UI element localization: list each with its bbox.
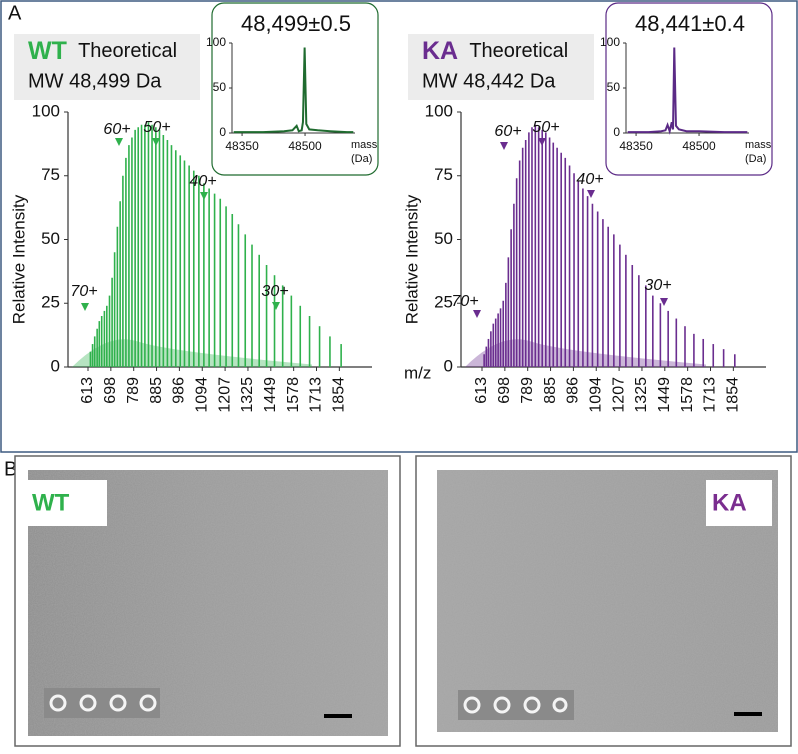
y-tick-label: 100 [425, 101, 453, 120]
scale-bar [734, 712, 762, 716]
y-tick-label: 0 [51, 356, 60, 375]
charge-arrow [152, 138, 160, 146]
x-tick-label: 1325 [239, 377, 256, 413]
charge-label: 50+ [532, 119, 559, 136]
header-box [408, 34, 594, 100]
y-axis-label: Relative Intensity [9, 194, 28, 324]
y-tick-label: 50 [213, 80, 227, 94]
sample-name: KA [422, 37, 458, 65]
mw: MW 48,499 Da [28, 70, 162, 92]
header-text: Theoretical [78, 40, 177, 62]
mw: MW 48,442 Da [422, 70, 556, 92]
charge-arrow [200, 192, 208, 200]
header: KA Theoretical [422, 37, 568, 65]
y-tick-label: 50 [607, 80, 621, 94]
y-tick-label: 0 [444, 356, 453, 375]
charge-label: 40+ [576, 171, 603, 188]
y-tick-label: 100 [206, 35, 226, 49]
y-tick-label: 100 [600, 35, 620, 49]
micrograph-label: WT [32, 489, 70, 516]
charge-arrow [473, 310, 481, 318]
x-tick-label: 1854 [331, 377, 348, 413]
charge-arrow [81, 303, 89, 311]
x-tick-label: 48500 [288, 139, 322, 153]
y-tick-label: 0 [219, 125, 226, 139]
sample-name: WT [28, 37, 67, 65]
charge-arrow [660, 298, 668, 306]
x-tick-label: 885 [542, 377, 559, 404]
y-tick-label: 75 [434, 165, 453, 184]
x-tick-label: 1713 [702, 377, 719, 413]
charge-arrow [538, 138, 546, 146]
x-tick-label: 1094 [587, 377, 604, 413]
x-tick-label: 986 [565, 377, 582, 404]
charge-label: 30+ [644, 277, 671, 294]
x-tick-label: 48350 [225, 139, 259, 153]
header-box [14, 34, 200, 100]
mass-trace [627, 47, 748, 135]
x-axis-label: (Da) [745, 153, 766, 165]
x-tick-label: 698 [496, 377, 513, 404]
x-tick-label: 1449 [262, 377, 279, 413]
panel-label: B [4, 458, 17, 480]
charge-label: 40+ [189, 173, 216, 190]
y-tick-label: 0 [613, 125, 620, 139]
x-tick-label: 698 [102, 377, 119, 404]
charge-label: 30+ [261, 283, 288, 300]
mass-trace [233, 47, 354, 134]
panel-label: A [8, 2, 22, 24]
x-tick-label: 1449 [656, 377, 673, 413]
x-tick-label: 1713 [308, 377, 325, 413]
y-tick-label: 25 [434, 293, 453, 312]
x-tick-label: 1325 [633, 377, 650, 413]
y-tick-label: 75 [41, 165, 60, 184]
scale-bar [324, 714, 352, 718]
x-tick-label: 885 [148, 377, 165, 404]
x-tick-label: 789 [519, 377, 536, 404]
x-tick-label: 789 [125, 377, 142, 404]
charge-label: 70+ [451, 293, 478, 310]
charge-label: 60+ [103, 121, 130, 138]
y-tick-label: 25 [41, 293, 60, 312]
micrograph-label: KA [712, 489, 747, 516]
charge-label: 60+ [494, 123, 521, 140]
y-tick-label: 50 [434, 229, 453, 248]
charge-label: 70+ [70, 283, 97, 300]
class-averages [44, 688, 574, 720]
x-tick-label: 613 [473, 377, 490, 404]
y-tick-label: 100 [32, 101, 60, 120]
x-tick-label: 1854 [725, 377, 742, 413]
x-tick-label: 48500 [682, 139, 716, 153]
x-tick-label: 1207 [216, 377, 233, 413]
label-box [706, 480, 772, 526]
y-axis-label: Relative Intensity [402, 194, 421, 324]
x-axis-label: mass [351, 139, 378, 151]
header: WT Theoretical [28, 37, 177, 65]
label-box [27, 480, 107, 526]
x-tick-label: 986 [171, 377, 188, 404]
y-tick-label: 50 [41, 229, 60, 248]
x-axis-label: mass [745, 139, 772, 151]
header-text: Theoretical [469, 40, 568, 62]
x-axis-label: m/z [404, 363, 431, 382]
x-tick-label: 613 [79, 377, 96, 404]
x-tick-label: 1094 [193, 377, 210, 413]
inset-title: 48,441±0.4 [635, 11, 745, 36]
charge-arrow [115, 138, 123, 146]
inset-title: 48,499±0.5 [241, 11, 351, 36]
x-tick-label: 1207 [610, 377, 627, 413]
x-tick-label: 48350 [619, 139, 653, 153]
charge-arrow [587, 190, 595, 198]
charge-label: 50+ [143, 119, 170, 136]
charge-arrow [500, 142, 508, 150]
charge-arrow [272, 302, 280, 310]
x-tick-label: 1578 [285, 377, 302, 413]
x-axis-label: (Da) [351, 153, 372, 165]
x-tick-label: 1578 [679, 377, 696, 413]
